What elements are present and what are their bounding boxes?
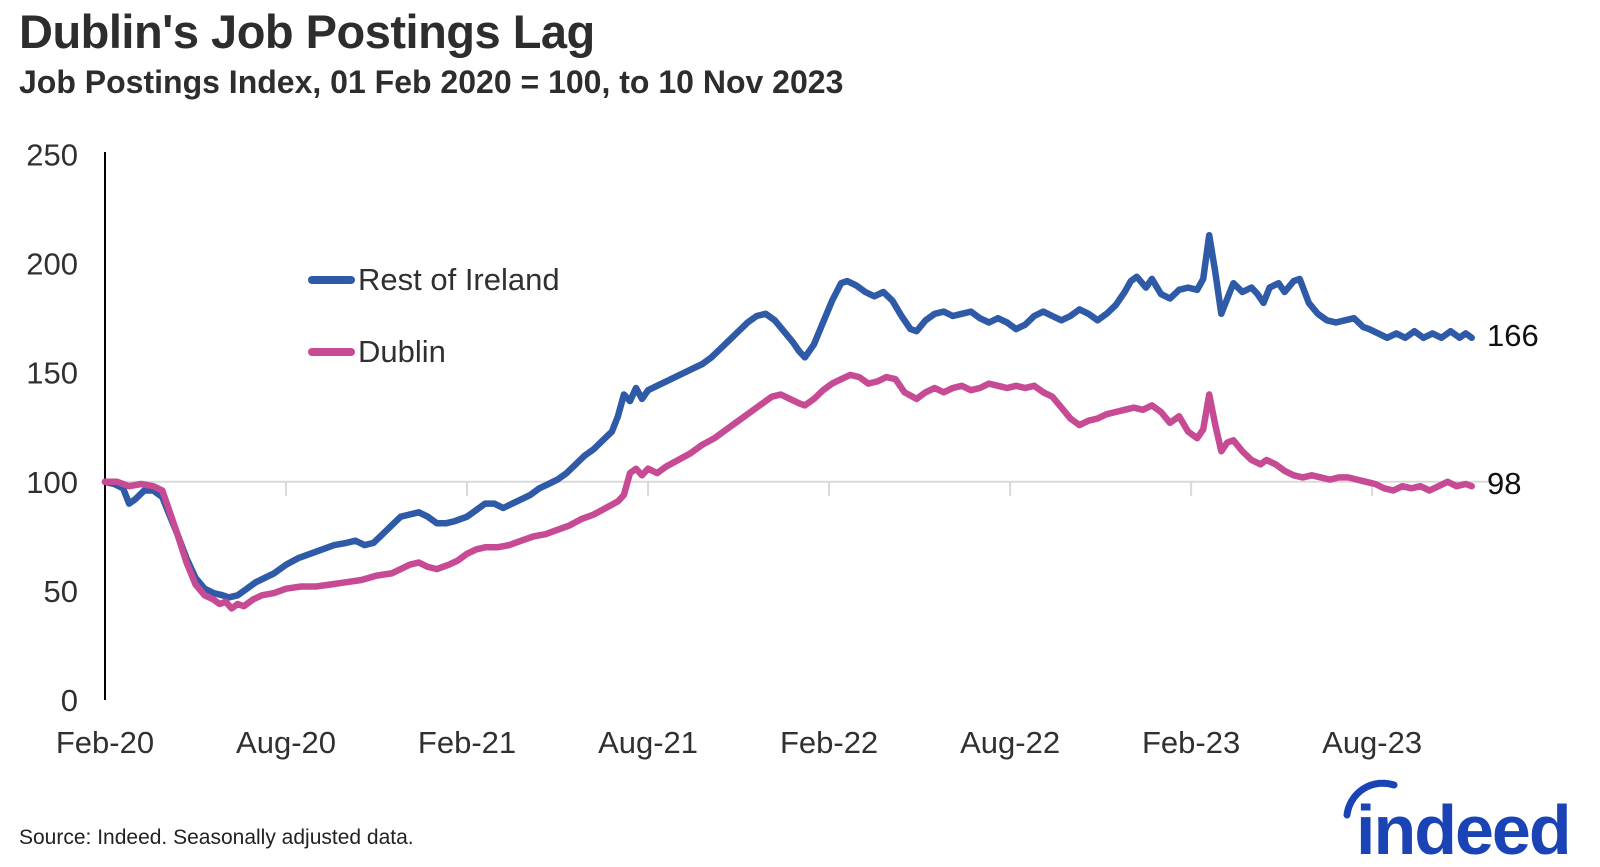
x-axis-label: Aug-22 xyxy=(960,725,1060,760)
indeed-logo-graphic: indeed xyxy=(1343,779,1572,865)
indeed-logo: indeed xyxy=(1332,770,1594,865)
y-axis-label: 250 xyxy=(26,138,78,173)
indeed-logo-wordmark: indeed xyxy=(1356,791,1570,865)
legend-label-dublin: Dublin xyxy=(358,334,446,369)
series-line-dublin xyxy=(101,371,1475,612)
legend-item-rest-of-ireland: Rest of Ireland xyxy=(308,262,560,298)
rest-of-ireland-swatch-icon xyxy=(308,276,355,284)
chart-legend: Rest of Ireland Dublin xyxy=(308,262,560,406)
end-value-dublin: 98 xyxy=(1487,466,1522,501)
y-axis-label: 0 xyxy=(61,683,78,718)
x-axis-label: Aug-20 xyxy=(236,725,336,760)
y-axis-label: 150 xyxy=(26,356,78,391)
x-axis-label: Aug-21 xyxy=(598,725,698,760)
legend-item-dublin: Dublin xyxy=(308,334,560,370)
end-value-rest-of-ireland: 166 xyxy=(1487,318,1539,353)
y-axis-label: 200 xyxy=(26,247,78,282)
y-axis-label: 100 xyxy=(26,465,78,500)
chart-subtitle: Job Postings Index, 01 Feb 2020 = 100, t… xyxy=(19,64,844,100)
series-line-rest-of-ireland xyxy=(101,231,1475,601)
indeed-logo-arc-icon xyxy=(1343,779,1398,819)
x-axis-label: Feb-21 xyxy=(418,725,516,760)
x-axis-label: Aug-23 xyxy=(1322,725,1422,760)
chart-title: Dublin's Job Postings Lag xyxy=(19,5,595,58)
legend-label-rest-of-ireland: Rest of Ireland xyxy=(358,262,560,297)
source-note: Source: Indeed. Seasonally adjusted data… xyxy=(19,826,414,849)
dublin-swatch-icon xyxy=(308,348,355,356)
x-axis-label: Feb-23 xyxy=(1142,725,1240,760)
y-axis-label: 50 xyxy=(44,574,78,609)
x-axis-label: Feb-20 xyxy=(56,725,154,760)
x-axis-label: Feb-22 xyxy=(780,725,878,760)
